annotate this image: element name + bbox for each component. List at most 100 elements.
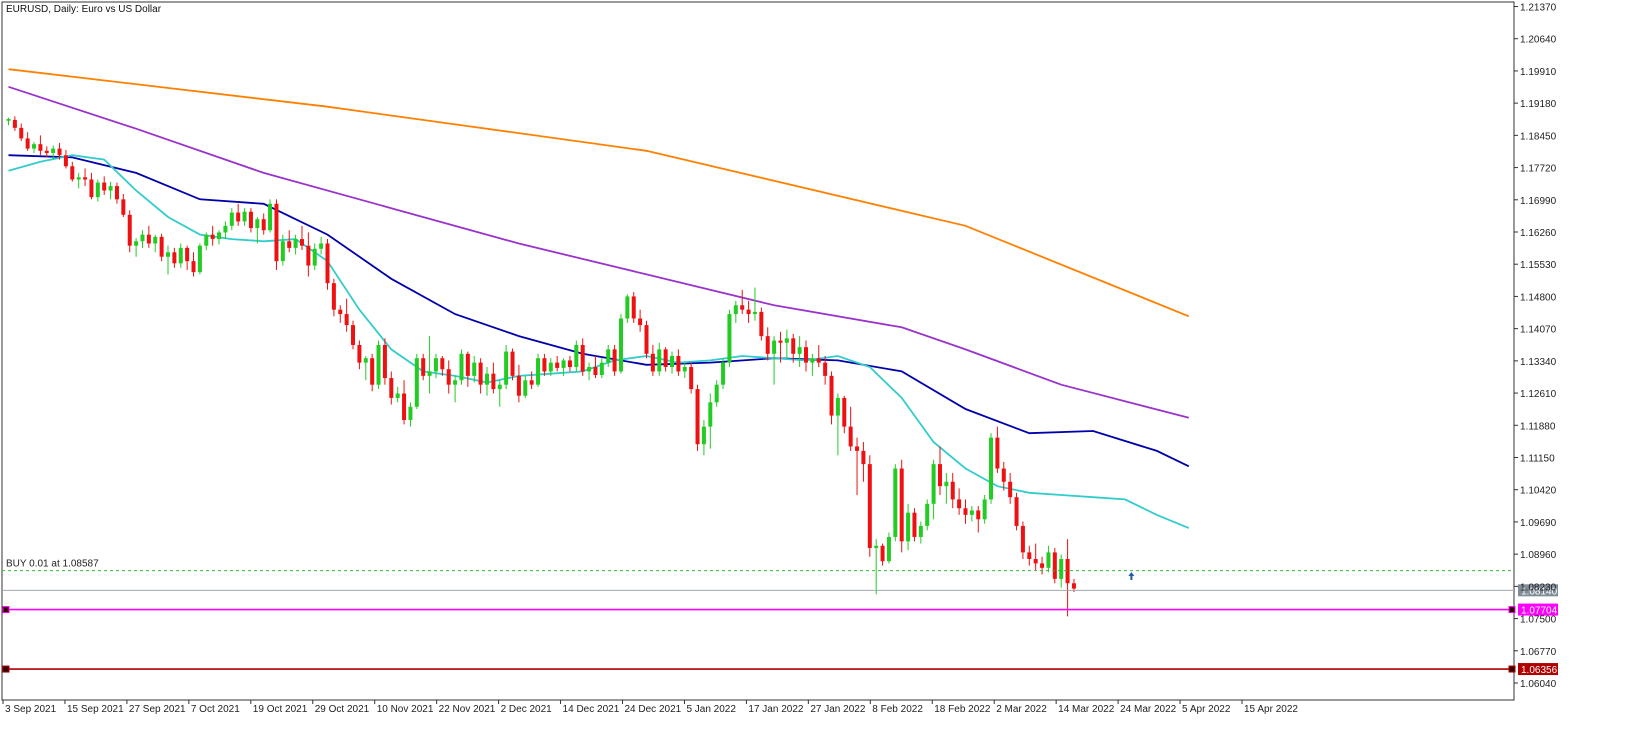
candle-body bbox=[733, 305, 738, 315]
y-tick-label: 1.19180 bbox=[1520, 99, 1557, 110]
candle bbox=[255, 216, 260, 244]
candle-body bbox=[382, 344, 387, 379]
candle-body bbox=[351, 325, 356, 345]
candle bbox=[229, 208, 234, 231]
candle bbox=[963, 499, 968, 524]
candle bbox=[867, 455, 872, 557]
candle-body bbox=[102, 182, 107, 191]
candle bbox=[319, 236, 324, 255]
candle bbox=[478, 358, 483, 394]
candle-body bbox=[1033, 558, 1038, 564]
x-tick-label: 2 Mar 2022 bbox=[996, 704, 1047, 715]
candle bbox=[395, 386, 400, 403]
candle bbox=[1014, 492, 1019, 531]
candle-body bbox=[402, 393, 407, 420]
candle bbox=[612, 344, 617, 376]
candle bbox=[108, 181, 113, 200]
candle-body bbox=[976, 510, 981, 520]
candle bbox=[382, 338, 387, 385]
moving-average-2 bbox=[8, 85, 1190, 419]
candle bbox=[185, 245, 190, 270]
candle bbox=[32, 141, 37, 154]
candle bbox=[204, 232, 209, 251]
candle bbox=[638, 309, 643, 332]
candle-body bbox=[593, 367, 598, 375]
candle-body bbox=[76, 177, 81, 180]
candle bbox=[804, 340, 808, 372]
candle-body bbox=[752, 311, 757, 315]
candle-body bbox=[319, 243, 324, 249]
x-tick-label: 2 Dec 2021 bbox=[501, 704, 553, 715]
candle bbox=[312, 243, 317, 270]
candle-body bbox=[472, 362, 477, 376]
candle bbox=[650, 344, 655, 376]
candle bbox=[599, 358, 604, 379]
candle bbox=[70, 161, 75, 182]
candle bbox=[995, 426, 1000, 473]
candle-body bbox=[51, 148, 56, 154]
candle-body bbox=[784, 338, 789, 343]
price-tag-label: 1.08140 bbox=[1521, 586, 1558, 597]
candle bbox=[918, 521, 923, 544]
candle-body bbox=[663, 349, 668, 368]
candle bbox=[1008, 472, 1013, 504]
candle bbox=[63, 149, 68, 169]
candle bbox=[127, 210, 132, 253]
candle-body bbox=[217, 232, 222, 240]
candle-body bbox=[306, 245, 311, 266]
candle bbox=[529, 371, 534, 390]
candle bbox=[695, 384, 700, 451]
chart-title: EURUSD, Daily: Euro vs US Dollar bbox=[6, 4, 162, 15]
y-tick-label: 1.13340 bbox=[1520, 357, 1557, 368]
candle bbox=[485, 367, 489, 396]
x-axis: 3 Sep 2021 15 Sep 2021 27 Sep 2021 7 Oct 20… bbox=[2, 700, 1298, 715]
candle-body bbox=[963, 508, 968, 515]
level-handle bbox=[1508, 606, 1516, 614]
candle bbox=[989, 433, 994, 504]
candle bbox=[740, 289, 745, 315]
candle-body bbox=[804, 347, 808, 363]
candle bbox=[248, 208, 253, 233]
candle bbox=[121, 194, 126, 217]
candle-body bbox=[816, 358, 821, 363]
candle bbox=[625, 294, 630, 323]
candle bbox=[842, 395, 847, 434]
candle-body bbox=[299, 239, 304, 246]
candle-body bbox=[453, 380, 458, 385]
candle-body bbox=[1001, 468, 1006, 482]
y-tick-label: 1.11150 bbox=[1520, 454, 1555, 465]
y-tick-label: 1.18450 bbox=[1520, 131, 1557, 142]
candle-body bbox=[134, 241, 139, 246]
candle-body bbox=[931, 464, 936, 504]
candle-body bbox=[459, 353, 464, 381]
candle-body bbox=[1052, 552, 1057, 579]
candle bbox=[733, 300, 738, 323]
candle bbox=[1059, 554, 1064, 588]
candle bbox=[663, 347, 668, 372]
candle bbox=[217, 230, 222, 245]
candle-body bbox=[344, 314, 349, 326]
candle-body bbox=[765, 336, 770, 354]
candle bbox=[370, 353, 375, 392]
candle bbox=[223, 221, 228, 240]
candle-body bbox=[12, 119, 17, 128]
candle-body bbox=[880, 545, 885, 562]
y-tick-label: 1.19910 bbox=[1520, 67, 1557, 78]
candle-body bbox=[197, 245, 202, 273]
candle-body bbox=[172, 252, 177, 264]
candle-body bbox=[32, 144, 37, 149]
candle-body bbox=[670, 356, 675, 368]
price-tag bbox=[1518, 663, 1558, 676]
candle bbox=[670, 351, 675, 374]
candle-body bbox=[548, 362, 553, 372]
candle-body bbox=[242, 211, 247, 222]
candle bbox=[548, 358, 553, 376]
y-tick-label: 1.08230 bbox=[1520, 582, 1557, 593]
candle-body bbox=[1071, 583, 1076, 589]
y-axis: 1.21370 1.20640 1.19910 1.19180 1.18450 1.177… bbox=[1514, 3, 1557, 690]
candle-body bbox=[1014, 497, 1019, 526]
candle bbox=[816, 344, 821, 368]
candle bbox=[657, 342, 662, 376]
